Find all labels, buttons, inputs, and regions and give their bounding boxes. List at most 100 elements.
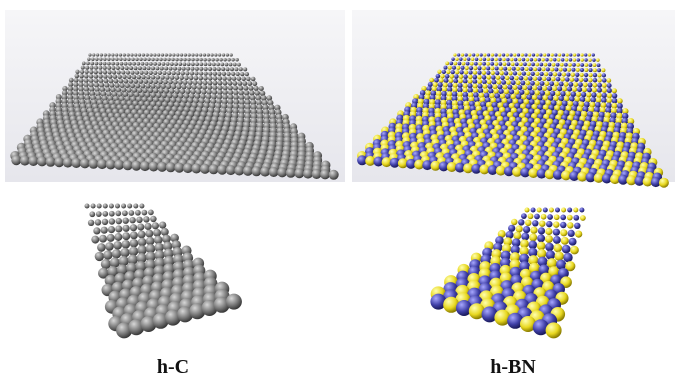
atom (191, 58, 194, 61)
atom (553, 221, 559, 227)
atom (562, 72, 566, 76)
atom (141, 75, 146, 80)
atom (125, 66, 129, 70)
atom (200, 164, 210, 174)
atom (241, 77, 246, 82)
atom (123, 225, 130, 232)
atom (557, 86, 562, 91)
atom (209, 164, 219, 174)
atom (183, 80, 188, 85)
atom (95, 57, 98, 60)
atom (208, 80, 213, 85)
atom (588, 83, 593, 88)
atom (91, 236, 99, 244)
atom (193, 80, 198, 85)
atom (532, 53, 535, 56)
atom (122, 210, 128, 216)
atom (477, 71, 481, 75)
atom (107, 234, 115, 242)
atom (482, 75, 487, 80)
atom (130, 231, 138, 239)
atom (486, 75, 491, 80)
atom (534, 58, 537, 61)
atom (659, 178, 669, 188)
atom (142, 66, 146, 70)
atom (202, 85, 207, 90)
atom (465, 53, 468, 56)
atom (153, 62, 157, 66)
atom (492, 84, 497, 89)
atom (445, 62, 449, 66)
atom (156, 84, 161, 89)
atom (244, 90, 249, 95)
atom (139, 71, 143, 75)
atom (80, 158, 90, 168)
atom (596, 97, 602, 103)
atom (468, 53, 471, 56)
atom (120, 66, 124, 70)
atom (521, 233, 529, 241)
atom (528, 213, 534, 219)
atom (71, 158, 81, 168)
atom (491, 71, 495, 75)
atom (121, 204, 126, 209)
atom (577, 53, 580, 56)
atom (195, 58, 198, 61)
atom (199, 67, 203, 71)
atom (542, 67, 546, 71)
atom (466, 62, 470, 66)
atom (496, 75, 501, 80)
atom (242, 81, 247, 86)
atom (146, 75, 151, 80)
atom (147, 58, 150, 61)
atom (569, 53, 572, 56)
atom (28, 156, 38, 166)
atom (457, 53, 460, 56)
atom (128, 62, 132, 66)
atom (542, 77, 547, 82)
atom (560, 77, 565, 82)
atom (479, 58, 482, 61)
atom (478, 62, 482, 66)
atom (504, 71, 508, 75)
atom (540, 72, 544, 76)
atom (107, 62, 111, 66)
atom (549, 208, 554, 213)
atom (130, 224, 137, 231)
atom (530, 81, 535, 86)
atom (552, 86, 557, 91)
atom (181, 84, 186, 89)
atom (560, 222, 566, 228)
atom (462, 62, 466, 66)
atom (571, 68, 575, 72)
atom (96, 211, 102, 217)
atom (530, 227, 537, 234)
atom (522, 71, 526, 75)
atom (145, 84, 150, 89)
atom (107, 66, 111, 70)
atom (448, 78, 453, 83)
atom (483, 53, 486, 56)
atom (320, 169, 330, 179)
atom (498, 53, 501, 56)
atom (617, 98, 623, 104)
atom (459, 74, 464, 79)
atom (89, 78, 94, 83)
atom (222, 53, 225, 56)
atom (546, 250, 555, 259)
atom (165, 75, 170, 80)
atom (547, 86, 552, 91)
atom (231, 72, 235, 76)
atom (101, 227, 108, 234)
atom (233, 63, 237, 67)
atom (113, 74, 118, 79)
atom (528, 53, 531, 56)
atom (516, 225, 523, 232)
atom (158, 79, 163, 84)
atom (451, 70, 455, 74)
atom (145, 223, 152, 230)
atom (85, 70, 89, 74)
atom (482, 62, 486, 66)
atom (191, 62, 195, 66)
atom (555, 252, 564, 261)
